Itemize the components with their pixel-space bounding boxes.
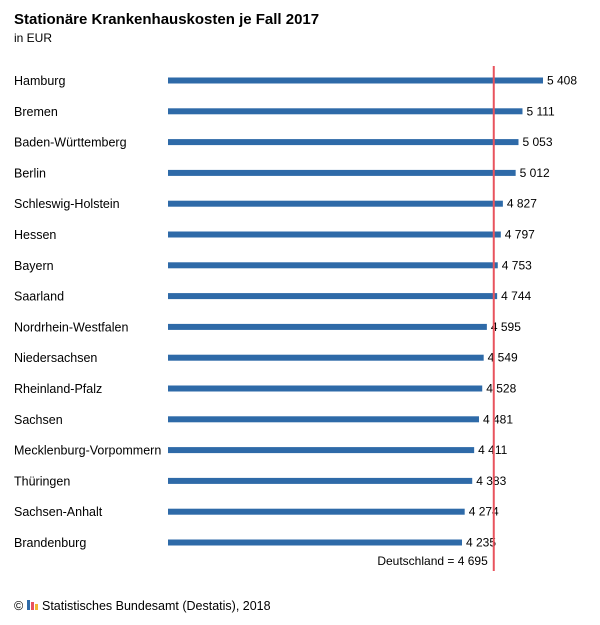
bar	[168, 354, 484, 361]
reference-line-label: Deutschland = 4 695	[377, 554, 488, 568]
bar	[168, 539, 462, 546]
category-label: Hessen	[14, 228, 56, 242]
source-text: Statistisches Bundesamt (Destatis), 2018	[42, 599, 271, 613]
bar	[168, 323, 487, 330]
bar-group: Hamburg 5 408 Bremen 5 111 Baden-Württemberg…	[14, 74, 577, 551]
bar	[168, 508, 465, 515]
category-label: Saarland	[14, 290, 64, 304]
value-label: 5 111	[526, 104, 555, 118]
value-label: 4 595	[491, 320, 521, 334]
value-label: 4 827	[507, 197, 537, 211]
category-label: Brandenburg	[14, 536, 86, 550]
destatis-logo-icon	[27, 600, 38, 610]
category-label: Nordrhein-Westfalen	[14, 320, 128, 334]
category-label: Sachsen	[14, 413, 63, 427]
category-label: Hamburg	[14, 74, 65, 88]
bar	[168, 293, 498, 300]
value-label: 5 012	[520, 166, 550, 180]
bar	[168, 77, 543, 84]
bar	[168, 447, 475, 454]
value-label: 5 053	[522, 135, 552, 149]
bar	[168, 385, 483, 392]
chart-title: Stationäre Krankenhauskosten je Fall 201…	[14, 11, 319, 28]
category-label: Bremen	[14, 105, 58, 119]
value-label: 4 235	[466, 536, 496, 550]
category-label: Thüringen	[14, 474, 70, 488]
category-label: Sachsen-Anhalt	[14, 505, 103, 519]
bar	[168, 231, 501, 238]
category-label: Baden-Württemberg	[14, 136, 127, 150]
category-label: Bayern	[14, 259, 54, 273]
value-label: 4 753	[502, 258, 532, 272]
value-label: 4 744	[501, 289, 531, 303]
category-label: Niedersachsen	[14, 351, 97, 365]
chart-subtitle: in EUR	[14, 31, 52, 45]
bar	[168, 477, 473, 484]
value-label: 4 481	[483, 412, 513, 426]
value-label: 4 528	[486, 382, 516, 396]
bar	[168, 262, 498, 269]
category-label: Rheinland-Pfalz	[14, 382, 102, 396]
category-label: Berlin	[14, 166, 46, 180]
bar	[168, 200, 503, 207]
bar	[168, 169, 516, 176]
value-label: 5 408	[547, 74, 577, 88]
value-label: 4 274	[469, 505, 499, 519]
copyright-symbol: ©	[14, 599, 24, 613]
value-label: 4 549	[488, 351, 518, 365]
category-label: Mecklenburg-Vorpommern	[14, 444, 161, 458]
bar	[168, 416, 479, 423]
value-label: 4 383	[476, 474, 506, 488]
bar	[168, 139, 519, 146]
bar	[168, 108, 523, 115]
value-label: 4 797	[505, 228, 535, 242]
category-label: Schleswig-Holstein	[14, 197, 120, 211]
